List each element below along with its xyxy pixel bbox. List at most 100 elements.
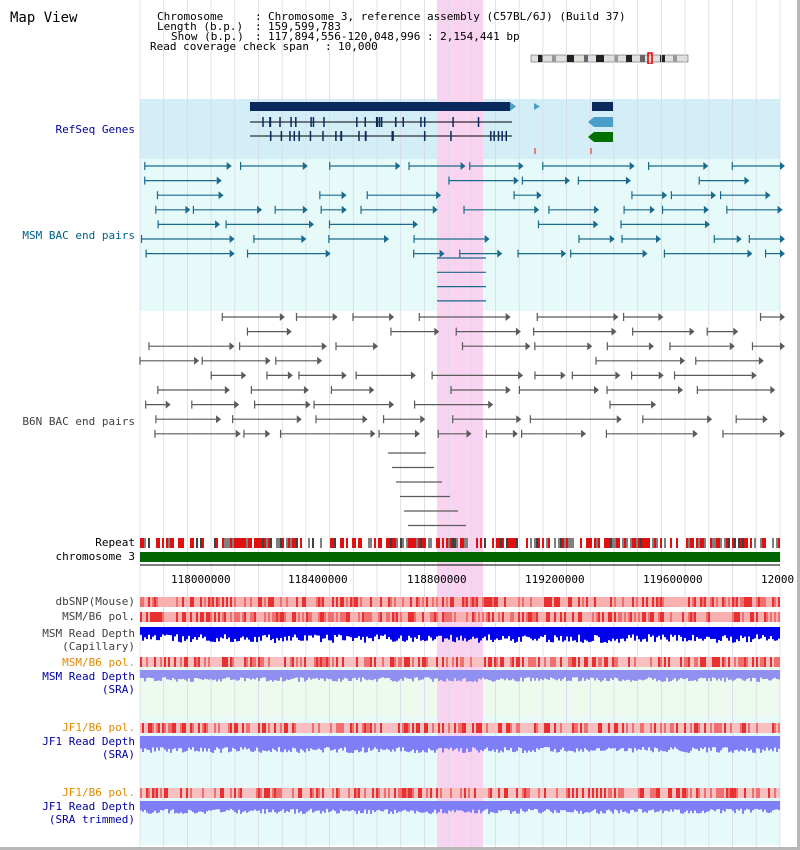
jf1-depth-trim-bar (264, 801, 266, 814)
msm-depth-sra-bar (444, 670, 446, 682)
repeat-segment (534, 538, 536, 548)
msm-bac-arrow (185, 205, 191, 214)
jf1-depth-trim-bar (160, 801, 162, 811)
msm-depth-cap-bar (306, 627, 308, 641)
msm-depth-cap-bar (462, 627, 464, 641)
jf1-depth-trim-bar (752, 801, 754, 811)
msm-depth-sra-bar (602, 670, 604, 681)
msm-depth-cap-bar (380, 627, 382, 636)
jf1-depth-trim-bar (734, 801, 736, 814)
msm-b6-pol-strip-mark (140, 612, 142, 622)
jf1-depth-trim-bar (560, 801, 562, 811)
b6n-bac-arrow (234, 400, 240, 409)
msm-depth-cap-bar (300, 627, 302, 641)
axis-tick-label-6: 12000 (761, 573, 795, 586)
track-label-dbsnp[interactable]: dbSNP(Mouse) (55, 595, 135, 608)
msm-depth-sra-bar (548, 670, 550, 681)
msm-depth-sra-bar (362, 670, 364, 678)
dbsnp-strip-mark (692, 597, 694, 607)
track-label-repeat[interactable]: Repeat (95, 536, 135, 549)
jf1-depth-sra-bar (412, 736, 414, 750)
msm-b6-pol-strip-2-mark (168, 657, 170, 667)
msm-depth-cap-bar (678, 627, 680, 636)
jf1-depth-trim-bar (646, 801, 648, 813)
jf1-depth-trim-bar (592, 801, 594, 811)
jf1-depth-sra-bar (226, 736, 228, 748)
repeat-segment (224, 538, 226, 548)
msm-b6-pol-strip-mark (214, 612, 216, 622)
jf1-depth-trim-bar (216, 801, 218, 810)
jf1-depth-sra-bar (404, 736, 406, 752)
jf1-b6-pol-strip-mark (168, 723, 170, 733)
jf1-depth-trim-bar (732, 801, 734, 811)
msm-b6-pol-strip-2-mark (140, 657, 142, 667)
jf1-depth-sra-bar (262, 736, 264, 751)
b6n-bac-arrow (616, 415, 622, 424)
track-label-jf1-b6-pol-2[interactable]: JF1/B6 pol. (62, 786, 135, 799)
msm-b6-pol-strip-mark (346, 612, 348, 622)
msm-b6-pol-strip-2-mark (370, 657, 372, 667)
msm-b6-pol-strip-mark (658, 612, 660, 622)
jf1-depth-sra-bar (436, 736, 438, 750)
msm-b6-pol-strip-2-mark (254, 657, 256, 667)
dbsnp-strip-mark (192, 597, 194, 607)
jf1-depth-sra-bar (668, 736, 670, 751)
dbsnp-strip-mark (548, 597, 550, 607)
msm-depth-sra-bar (466, 670, 468, 682)
msm-bac-arrow (703, 162, 709, 170)
track-label-jf1-b6-pol-1[interactable]: JF1/B6 pol. (62, 721, 135, 734)
track-label-jf1-depth-sra-1[interactable]: JF1 Read Depth (42, 735, 135, 748)
repeat-segment (448, 538, 450, 548)
msm-b6-pol-strip-mark (328, 612, 330, 622)
msm-b6-pol-strip-2-mark (700, 657, 702, 667)
jf1-depth-trim-bar (294, 801, 296, 814)
track-label-msm-b6-pol-1[interactable]: MSM/B6 pol. (62, 610, 135, 623)
track-label-refseq[interactable]: RefSeq Genes (55, 123, 135, 136)
msm-b6-pol-strip-mark (482, 612, 484, 622)
msm-depth-sra-bar (196, 670, 198, 679)
track-label-msm-depth-sra-1[interactable]: MSM Read Depth (42, 670, 135, 683)
jf1-b6-pol-strip-mark (180, 723, 182, 733)
jf1-b6-pol-strip-mark (264, 723, 266, 733)
track-label-msm-depth-cap-1[interactable]: MSM Read Depth (42, 627, 135, 640)
track-label-b6n-bac[interactable]: B6N BAC end pairs (22, 415, 135, 428)
jf1-depth-sra-bar (674, 736, 676, 748)
dbsnp-strip-mark (402, 597, 404, 607)
msm-b6-pol-strip-2-mark (426, 657, 428, 667)
jf1-depth-trim-bar (338, 801, 340, 814)
msm-depth-sra-bar (184, 670, 186, 680)
track-label-jf1-depth-trim-1[interactable]: JF1 Read Depth (42, 800, 135, 813)
msm-depth-cap-bar (500, 627, 502, 640)
jf1-depth-sra-bar (238, 736, 240, 752)
b6n-bac-arrow (758, 356, 764, 365)
jf1-b6-pol-strip-mark (262, 723, 264, 733)
msm-depth-cap-bar (688, 627, 690, 641)
msm-depth-cap-bar (608, 627, 610, 641)
dbsnp-strip-mark (568, 597, 570, 607)
msm-b6-pol-strip-mark (444, 612, 446, 622)
jf1-depth-sra-bar (720, 736, 722, 751)
dbsnp-strip-mark (582, 597, 584, 607)
repeat-segment (692, 538, 694, 548)
repeat-segment (718, 538, 720, 548)
repeat-segment (416, 538, 418, 548)
msm-b6-pol-strip-mark (386, 612, 388, 622)
jf1-depth-trim-bar (746, 801, 748, 809)
ideogram-icon[interactable] (530, 52, 690, 64)
track-label-msm-b6-pol-2[interactable]: MSM/B6 pol. (62, 656, 135, 669)
msm-depth-cap-bar (546, 627, 548, 643)
jf1-b6-pol-strip-mark (518, 723, 520, 733)
jf1-b6-pol-strip-mark (704, 723, 706, 733)
msm-b6-pol-strip-2-mark (660, 657, 662, 667)
jf1-depth-trim-bar (362, 801, 364, 814)
track-label-chromosome[interactable]: chromosome 3 (55, 550, 135, 563)
repeat-segment (702, 538, 704, 548)
msm-depth-sra-bar (372, 670, 374, 681)
jf1-b6-pol-strip-mark (584, 723, 586, 733)
track-label-msm-bac[interactable]: MSM BAC end pairs (22, 229, 135, 242)
jf1-depth-trim-bar (552, 801, 554, 814)
dbsnp-strip-mark (728, 597, 730, 607)
msm-b6-pol-strip-mark (162, 612, 164, 622)
jf1-b6-pol-strip-mark (402, 723, 404, 733)
